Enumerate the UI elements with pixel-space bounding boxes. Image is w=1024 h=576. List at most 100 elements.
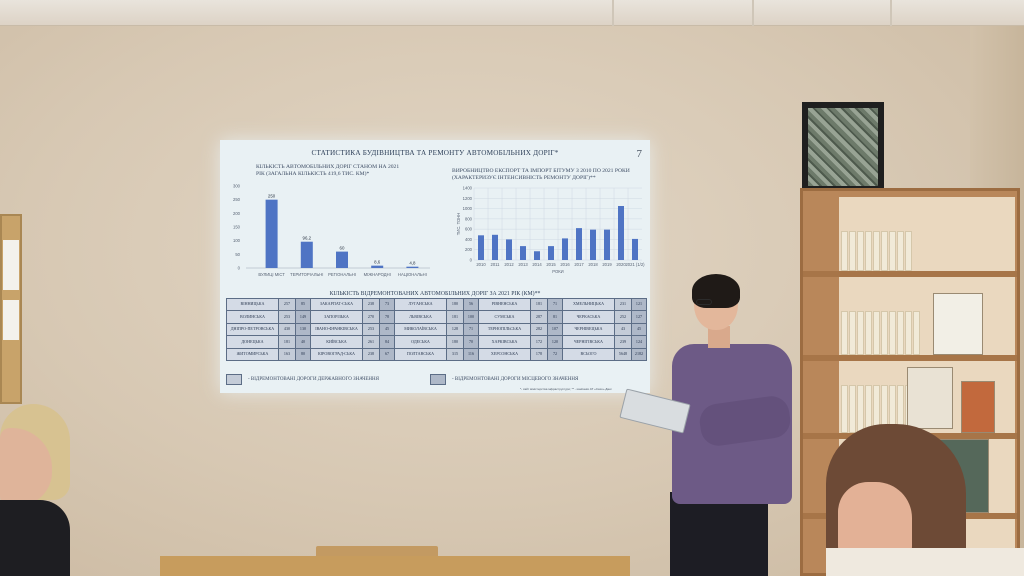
notice-paper bbox=[3, 240, 19, 290]
notice-board bbox=[0, 214, 22, 404]
framed-picture bbox=[802, 102, 884, 192]
local-roads-km: 71 bbox=[547, 297, 563, 312]
state-roads-km: 261 bbox=[362, 335, 380, 349]
year-label: 2010 bbox=[476, 262, 486, 267]
state-roads-km: 239 bbox=[614, 335, 632, 349]
table-row: ЖИТОМИРСЬКА 163 80 КІРОВОГРАД-СЬКА 238 67 ПОЛТ… bbox=[226, 347, 647, 361]
bar-value-label: 4,8 bbox=[409, 261, 416, 266]
year-label: 2012 bbox=[504, 262, 514, 267]
state-roads-km: 5648 bbox=[614, 347, 632, 361]
region-name: ОДЕСЬКА bbox=[394, 335, 447, 349]
year-label: 2014 bbox=[532, 262, 542, 267]
region-name: ВІННИЦЬКА bbox=[226, 297, 279, 312]
year-label: 2020 bbox=[616, 262, 626, 267]
ceiling bbox=[0, 0, 1024, 26]
y-tick-label: 100 bbox=[233, 238, 241, 243]
state-roads-km: 253 bbox=[362, 322, 380, 337]
state-roads-km: 181 bbox=[530, 297, 548, 312]
local-roads-km: 78 bbox=[379, 310, 395, 324]
aerial-photo bbox=[808, 108, 878, 186]
category-label: ВУЛИЦІ МІСТ bbox=[258, 272, 285, 277]
book-row bbox=[841, 311, 920, 355]
year-label: 2017 bbox=[574, 262, 584, 267]
category-label: НАЦІОНАЛЬНІ bbox=[398, 272, 427, 277]
local-roads-km: 107 bbox=[547, 322, 563, 337]
book-row bbox=[841, 231, 912, 271]
local-roads-km: 130 bbox=[295, 322, 311, 337]
table-row: ВОЛИНСЬКА 253 149 ЗАПОРІЗЬКА 270 78 ЛЬВІВСЬКА 1… bbox=[226, 310, 647, 324]
legend-local-label: - ВІДРЕМОНТОВАНІ ДОРОГИ МІСЦЕВОГО ЗНАЧЕН… bbox=[452, 377, 579, 382]
year-label: 2021 (1/2) bbox=[625, 262, 645, 267]
region-name: ЧЕРНІГІВСЬКА bbox=[562, 335, 615, 349]
local-roads-km: 85 bbox=[295, 297, 311, 312]
state-roads-km: 315 bbox=[446, 347, 464, 361]
y-tick-label: 1200 bbox=[463, 196, 473, 201]
state-roads-km: 180 bbox=[446, 335, 464, 349]
chart-bar bbox=[548, 246, 554, 260]
road-length-chart: 300 250 200 150 100 50 0 250 ВУЛИЦІ МІСТ 96,2 ТЕРИ… bbox=[224, 180, 440, 284]
region-name: ЗАКАРПАТ-СЬКА bbox=[310, 297, 363, 312]
presenter-hair bbox=[692, 274, 740, 308]
region-name: ДОНЕЦЬКА bbox=[226, 335, 279, 349]
ceiling-tile-line bbox=[890, 0, 892, 26]
y-tick-label: 800 bbox=[465, 216, 473, 221]
projected-slide: СТАТИСТИКА БУДІВНИЦТВА ТА РЕМОНТУ АВТОМО… bbox=[220, 140, 650, 393]
right-chart-title-line1: ВИРОБНИЦТВО ЕКСПОРТ ТА ІМПОРТ БІТУМУ З 2… bbox=[452, 168, 630, 174]
chart-bar bbox=[618, 206, 624, 260]
region-name: ВОЛИНСЬКА bbox=[226, 310, 279, 324]
chart-bar bbox=[478, 235, 484, 260]
x-axis-label: РОКИ bbox=[552, 269, 563, 274]
region-name: РІВНЕНСЬКА bbox=[478, 297, 531, 312]
region-name: ПОЛТАВСЬКА bbox=[394, 347, 447, 361]
region-name: ЧЕРКАСЬКА bbox=[562, 310, 615, 324]
region-name: ХАРКІВСЬКА bbox=[478, 335, 531, 349]
region-name: ХЕРСОНСЬКА bbox=[478, 347, 531, 361]
local-roads-km: 45 bbox=[631, 322, 647, 337]
bar-value-label: 250 bbox=[268, 194, 276, 199]
state-roads-km: 163 bbox=[278, 347, 296, 361]
state-roads-km: 238 bbox=[362, 347, 380, 361]
year-label: 2019 bbox=[602, 262, 612, 267]
chart-bar bbox=[371, 265, 384, 268]
state-roads-km: 172 bbox=[530, 335, 548, 349]
y-tick-label: 150 bbox=[233, 225, 241, 230]
left-chart-title: КІЛЬКІСТЬ АВТОМОБІЛЬНИХ ДОРІГ СТАНОМ НА … bbox=[256, 164, 446, 178]
shelf-board bbox=[803, 271, 1017, 277]
road-length-chart-svg: 300 250 200 150 100 50 0 250 ВУЛИЦІ МІСТ 96,2 ТЕРИ… bbox=[233, 184, 430, 277]
local-roads-km: 100 bbox=[463, 310, 479, 324]
chart-bar bbox=[506, 239, 512, 260]
chart-bar bbox=[520, 246, 526, 260]
region-name: ЛУГАНСЬКА bbox=[394, 297, 447, 312]
chart-bar bbox=[336, 251, 348, 268]
bar-value-label: 8,6 bbox=[374, 260, 381, 265]
audience-member-left-body bbox=[0, 500, 70, 576]
local-roads-km: 40 bbox=[295, 335, 311, 349]
table bbox=[160, 556, 630, 576]
left-chart-title-line1: КІЛЬКІСТЬ АВТОМОБІЛЬНИХ ДОРІГ СТАНОМ НА … bbox=[256, 164, 400, 170]
regions-table-title: КІЛЬКІСТЬ ВІДРЕМОНТОВАНИХ АВТОМОБІЛЬНИХ … bbox=[329, 291, 541, 297]
slide-title: СТАТИСТИКА БУДІВНИЦТВА ТА РЕМОНТУ АВТОМО… bbox=[311, 149, 559, 157]
audience-member-right-body bbox=[826, 548, 1024, 576]
region-name: МИКОЛАЇВСЬКА bbox=[394, 322, 447, 337]
region-name: КИЇВСЬКА bbox=[310, 335, 363, 349]
y-tick-label: 1400 bbox=[463, 186, 473, 191]
region-name: СУМСЬКА bbox=[478, 310, 531, 324]
chart-bar bbox=[632, 238, 638, 260]
notice-paper bbox=[3, 300, 19, 340]
state-roads-km: 238 bbox=[362, 297, 380, 312]
legend-state-label: - ВІДРЕМОНТОВАНІ ДОРОГИ ДЕРЖАВНОГО ЗНАЧЕ… bbox=[248, 377, 379, 382]
bar-value-label: 96,2 bbox=[303, 236, 312, 241]
slide-footnote: *- сайт міністерства інфраструктури; ** … bbox=[520, 387, 612, 391]
local-roads-km: 67 bbox=[379, 347, 395, 361]
category-label: РЕГІОНАЛЬНІ bbox=[328, 272, 356, 277]
local-roads-km: 121 bbox=[631, 297, 647, 312]
state-roads-km: 253 bbox=[278, 310, 296, 324]
regions-table: ВІННИЦЬКА 257 85 ЗАКАРПАТ-СЬКА 238 73 ЛУГАНСЬК… bbox=[226, 297, 647, 361]
state-roads-km: 287 bbox=[530, 310, 548, 324]
presenter-neck bbox=[708, 326, 730, 348]
y-tick-label: 0 bbox=[470, 258, 473, 263]
region-name: ЖИТОМИРСЬКА bbox=[226, 347, 279, 361]
state-roads-km: 231 bbox=[614, 297, 632, 312]
chart-bar bbox=[265, 199, 278, 268]
local-roads-km: 84 bbox=[379, 335, 395, 349]
